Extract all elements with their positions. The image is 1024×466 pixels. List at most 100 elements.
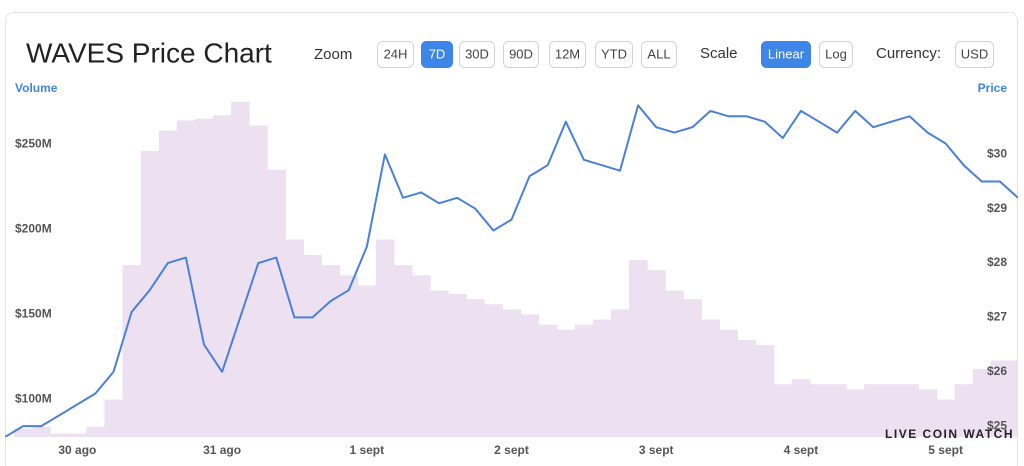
zoom-button[interactable] (641, 41, 677, 68)
y2-tick-label: $27 (987, 310, 1007, 324)
volume-bar (791, 379, 811, 437)
volume-bar (412, 275, 431, 437)
volume-bar (231, 101, 250, 437)
volume-bar (213, 115, 232, 437)
x-tick-label: 2 sept (494, 443, 529, 457)
volume-bar (357, 285, 377, 437)
zoom-button-label[interactable]: ALL (647, 46, 670, 61)
y2-tick-label: $26 (987, 364, 1007, 378)
volume-bar (574, 324, 594, 437)
volume-bar (140, 151, 160, 437)
volume-bar (158, 130, 178, 437)
y2-tick-label: $29 (987, 201, 1007, 215)
chart-title: WAVES Price Chart (26, 37, 272, 68)
scale-label: Scale (700, 45, 738, 62)
volume-bar (520, 314, 540, 437)
y2-tick-label: $30 (987, 147, 1007, 161)
volume-bar (538, 324, 558, 437)
zoom-button[interactable] (503, 41, 539, 68)
x-tick-label: 4 sept (784, 443, 819, 457)
volume-bar (610, 309, 630, 437)
zoom-button-label[interactable]: 90D (509, 46, 533, 61)
volume-bar (86, 426, 105, 437)
volume-bar (719, 329, 739, 437)
volume-bar (466, 299, 485, 437)
y-tick-label: $100M (15, 392, 52, 406)
volume-bar (629, 259, 648, 437)
volume-bar (430, 290, 449, 437)
volume-bar (701, 319, 721, 437)
volume-bar (809, 384, 829, 437)
volume-bar (502, 309, 522, 437)
scale-button[interactable] (819, 41, 853, 68)
y-axis-title: Volume (15, 81, 58, 95)
volume-bar (448, 294, 467, 437)
zoom-button[interactable] (459, 41, 495, 68)
volume-bar (990, 360, 1010, 437)
y2-axis-title: Price (978, 81, 1008, 95)
scale-button-label[interactable]: Linear (768, 46, 805, 61)
volume-bar (339, 275, 359, 437)
volume-bar (665, 290, 684, 437)
volume-bar (737, 339, 757, 437)
zoom-button-label[interactable]: 12M (555, 46, 580, 61)
volume-bar (50, 433, 69, 437)
zoom-button[interactable] (377, 41, 414, 68)
volume-bar (249, 125, 268, 437)
volume-bar (647, 270, 666, 437)
scale-button[interactable] (761, 41, 811, 68)
volume-bar (68, 433, 87, 437)
volume-bar (882, 384, 901, 437)
x-tick-label: 3 sept (639, 443, 674, 457)
scale-button-label[interactable]: Log (825, 46, 847, 61)
volume-bar (900, 384, 920, 437)
volume-bar (556, 329, 576, 437)
zoom-label: Zoom (314, 46, 352, 63)
currency-label: Currency: (876, 45, 941, 62)
volume-bar (122, 265, 142, 437)
zoom-button[interactable] (421, 41, 453, 68)
zoom-button-label[interactable]: YTD (601, 46, 627, 61)
volume-bar (194, 118, 214, 437)
zoom-button-label[interactable]: 30D (465, 46, 489, 61)
y2-tick-label: $28 (987, 255, 1007, 269)
volume-bar (285, 239, 304, 437)
x-tick-label: 5 sept (928, 443, 963, 457)
volume-bar (936, 399, 956, 437)
price-line (5, 104, 1018, 437)
y-tick-label: $250M (15, 136, 52, 150)
volume-bar (321, 265, 341, 437)
volume-bar (176, 120, 196, 437)
volume-bar (954, 384, 974, 437)
volume-bar (1008, 360, 1018, 437)
volume-bar (32, 426, 51, 437)
watermark: LIVE COIN WATCH (885, 427, 1014, 441)
currency-button[interactable] (955, 41, 994, 68)
zoom-button[interactable] (595, 41, 633, 68)
zoom-button-label[interactable]: 24H (384, 46, 408, 61)
zoom-button-label[interactable]: 7D (429, 46, 446, 61)
zoom-button[interactable] (549, 41, 586, 68)
currency-button-label[interactable]: USD (961, 46, 988, 61)
volume-bar (267, 169, 286, 437)
volume-bar (828, 384, 847, 437)
x-tick-label: 30 ago (58, 443, 96, 457)
volume-bar (393, 265, 413, 437)
volume-bar (683, 299, 702, 437)
y2-tick-label: $25 (987, 418, 1007, 432)
y-tick-label: $200M (15, 222, 52, 236)
volume-bar (484, 304, 503, 437)
volume-bar (375, 239, 395, 437)
volume-bar (14, 428, 33, 437)
volume-bar (773, 384, 793, 437)
x-tick-label: 1 sept (349, 443, 384, 457)
volume-bar (303, 254, 323, 437)
volume-bar (846, 389, 865, 437)
y-tick-label: $150M (15, 307, 52, 321)
volume-bar (972, 368, 992, 437)
plot-area (5, 101, 1018, 437)
volume-bar (918, 389, 938, 437)
volume-bar (592, 319, 612, 437)
volume-bar (864, 384, 883, 437)
